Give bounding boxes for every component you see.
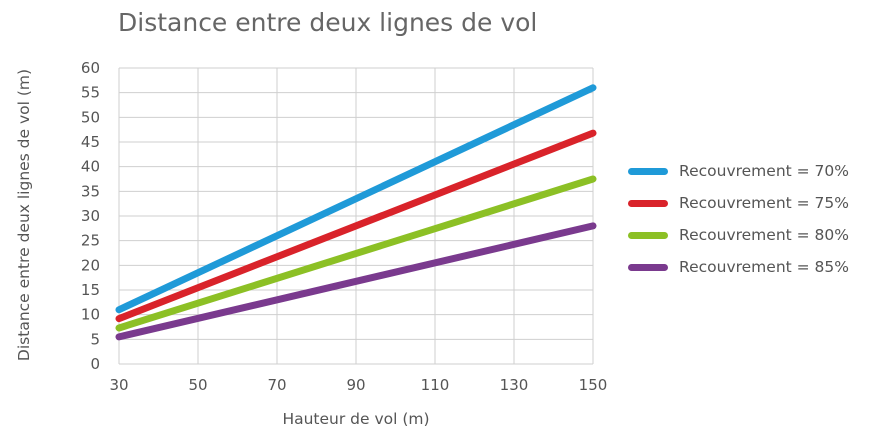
- x-tick-label: 90: [346, 376, 365, 394]
- legend-swatch: [628, 263, 668, 271]
- chart-title: Distance entre deux lignes de vol: [118, 8, 538, 37]
- x-tick-label: 30: [109, 376, 128, 394]
- y-tick-label: 5: [90, 330, 100, 348]
- y-tick-label: 55: [81, 84, 100, 102]
- y-tick-labels: 0 5 10 15 20 25 30 35 40 45 50 55 60: [81, 59, 100, 373]
- legend: Recouvrement = 70% Recouvrement = 75% Re…: [628, 155, 849, 283]
- x-tick-label: 130: [500, 376, 529, 394]
- y-tick-label: 10: [81, 306, 100, 324]
- legend-item: Recouvrement = 70%: [628, 155, 849, 187]
- y-tick-label: 40: [81, 158, 100, 176]
- series-line-3: [115, 175, 597, 332]
- legend-label: Recouvrement = 75%: [679, 194, 850, 212]
- y-tick-label: 0: [90, 355, 100, 373]
- legend-swatch: [628, 167, 668, 175]
- x-tick-labels: 30 50 70 90 110 130 150: [109, 376, 607, 394]
- legend-label: Recouvrement = 70%: [679, 162, 850, 180]
- y-tick-label: 45: [81, 133, 100, 151]
- x-tick-label: 110: [421, 376, 450, 394]
- x-tick-label: 150: [579, 376, 608, 394]
- legend-label: Recouvrement = 85%: [679, 258, 850, 276]
- x-axis-label: Hauteur de vol (m): [282, 410, 430, 428]
- y-tick-label: 35: [81, 182, 100, 200]
- legend-swatch: [628, 199, 668, 207]
- y-tick-label: 20: [81, 256, 100, 274]
- y-tick-label: 15: [81, 281, 100, 299]
- legend-label: Recouvrement = 80%: [679, 226, 850, 244]
- y-tick-label: 30: [81, 207, 100, 225]
- y-tick-label: 25: [81, 232, 100, 250]
- x-tick-label: 70: [267, 376, 286, 394]
- y-tick-label: 60: [81, 59, 100, 77]
- legend-item: Recouvrement = 80%: [628, 219, 849, 251]
- legend-item: Recouvrement = 75%: [628, 187, 849, 219]
- series-line-4: [115, 222, 597, 341]
- series-line-1: [115, 84, 597, 314]
- series-lines: [115, 84, 597, 341]
- x-tick-label: 50: [188, 376, 207, 394]
- legend-swatch: [628, 231, 668, 239]
- y-tick-label: 50: [81, 108, 100, 126]
- legend-item: Recouvrement = 85%: [628, 251, 849, 283]
- series-line-2: [115, 129, 597, 323]
